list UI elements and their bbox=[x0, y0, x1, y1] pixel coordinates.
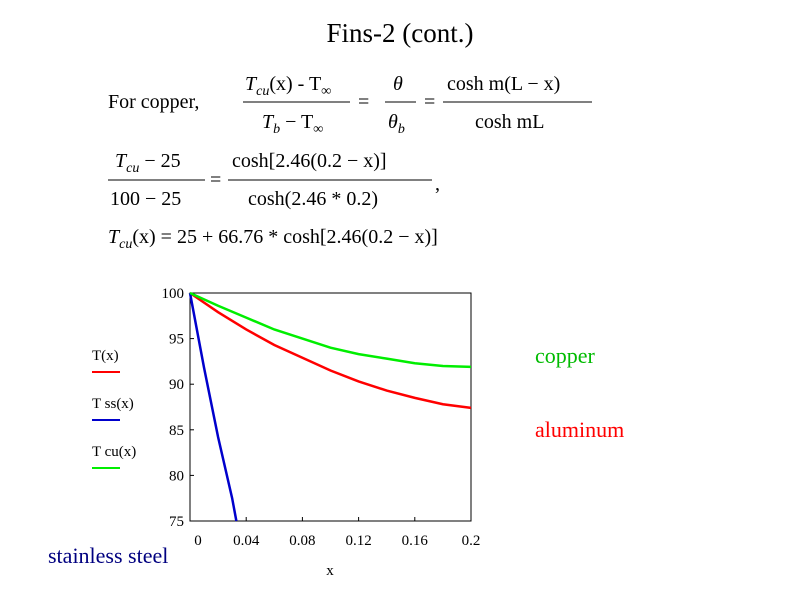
line-series bbox=[188, 292, 238, 522]
legend-label: T ss(x) bbox=[92, 396, 134, 412]
line-series bbox=[189, 291, 472, 369]
math-text: Tcu(x) - T∞ bbox=[245, 73, 331, 99]
math-text: 100 − 25 bbox=[110, 188, 181, 210]
annotation: stainless steel bbox=[48, 543, 168, 568]
y-tick-label: 80 bbox=[169, 468, 184, 484]
x-axis-label: x bbox=[326, 563, 334, 579]
math-text: cosh mL bbox=[475, 111, 544, 133]
math-text: = bbox=[358, 91, 369, 113]
math-text: , bbox=[435, 173, 440, 195]
math-text: θb bbox=[388, 111, 405, 137]
x-tick-label: 0.2 bbox=[462, 533, 481, 549]
y-tick-label: 95 bbox=[169, 332, 184, 348]
annotation: copper bbox=[535, 343, 596, 368]
math-text: Tb − T∞ bbox=[262, 111, 323, 137]
x-tick-label: 0 bbox=[194, 533, 202, 549]
y-tick-label: 85 bbox=[169, 423, 184, 439]
plot-frame bbox=[189, 292, 472, 522]
math-text: = bbox=[424, 91, 435, 113]
y-tick-label: 100 bbox=[162, 286, 185, 302]
math-text: cosh[2.46(0.2 − x)] bbox=[232, 150, 387, 172]
math-text: = bbox=[210, 169, 221, 191]
math-text: cosh(2.46 * 0.2) bbox=[248, 188, 378, 210]
math-text: For copper, bbox=[108, 91, 199, 113]
math-text: Tcu − 25 bbox=[115, 150, 181, 176]
math-text: cosh m(L − x) bbox=[447, 73, 560, 95]
annotation: aluminum bbox=[535, 417, 624, 442]
math-text: Tcu(x) = 25 + 66.76 * cosh[2.46(0.2 − x)… bbox=[108, 226, 438, 252]
y-tick-label: 90 bbox=[169, 377, 184, 393]
title: Fins-2 (cont.) bbox=[327, 18, 474, 48]
x-tick-label: 0.08 bbox=[289, 533, 315, 549]
y-tick-label: 75 bbox=[169, 514, 184, 530]
x-tick-label: 0.12 bbox=[345, 533, 371, 549]
legend-label: T(x) bbox=[92, 348, 119, 364]
math-text: θ bbox=[393, 73, 403, 95]
x-tick-label: 0.16 bbox=[402, 533, 429, 549]
x-tick-label: 0.04 bbox=[233, 533, 260, 549]
line-series bbox=[189, 291, 472, 410]
legend-label: T cu(x) bbox=[92, 444, 136, 460]
